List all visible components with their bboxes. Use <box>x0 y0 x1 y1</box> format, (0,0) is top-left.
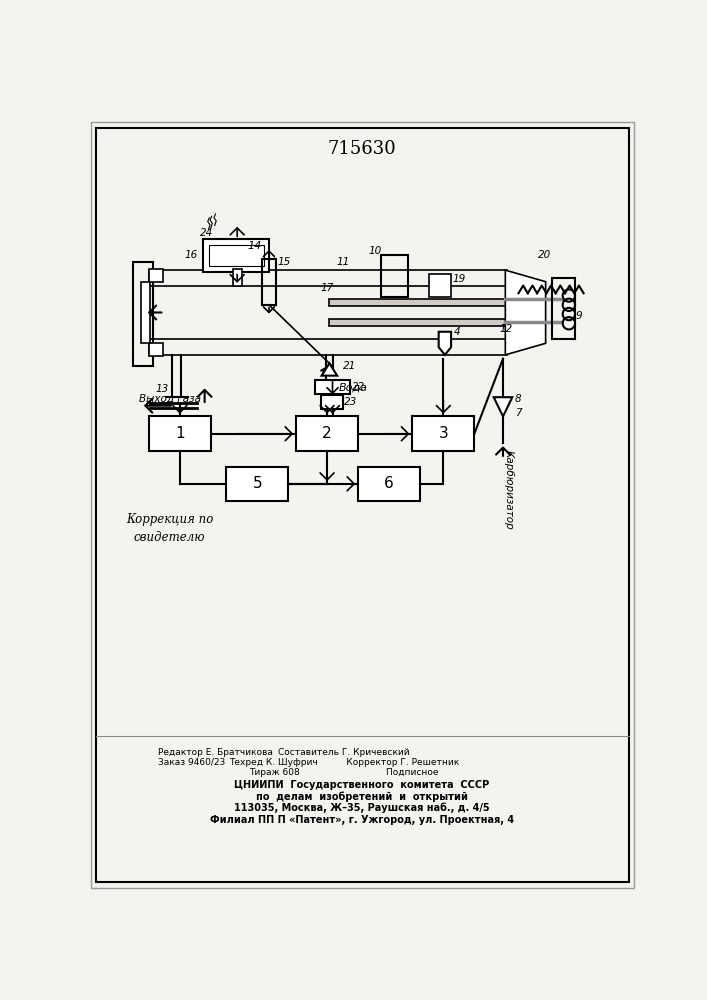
Polygon shape <box>493 397 513 416</box>
Text: 15: 15 <box>277 257 291 267</box>
Text: 24: 24 <box>199 228 213 238</box>
Text: Вода: Вода <box>339 383 368 393</box>
Text: 113035, Москва, Ж–35, Раушская наб., д. 4/5: 113035, Москва, Ж–35, Раушская наб., д. … <box>234 803 490 813</box>
Bar <box>321 395 343 409</box>
Text: 21: 21 <box>343 361 356 371</box>
Text: 10: 10 <box>368 246 381 256</box>
Text: 9: 9 <box>575 311 582 321</box>
Text: 16: 16 <box>185 250 198 260</box>
Text: 4: 4 <box>454 327 461 337</box>
Bar <box>429 274 451 297</box>
Text: 8: 8 <box>515 394 521 404</box>
Text: Заказ 9460/23: Заказ 9460/23 <box>158 758 226 767</box>
Bar <box>296 416 358 451</box>
Bar <box>149 339 507 355</box>
Bar <box>233 269 242 286</box>
Text: Коррекция по
свидетелю: Коррекция по свидетелю <box>126 513 214 544</box>
Text: 5: 5 <box>252 476 262 491</box>
Bar <box>552 278 575 339</box>
Bar <box>149 343 163 356</box>
Text: Составитель Г. Кричевский: Составитель Г. Кричевский <box>279 748 410 757</box>
Bar <box>226 466 288 501</box>
Text: 1: 1 <box>175 426 185 441</box>
Polygon shape <box>506 270 546 355</box>
Bar <box>315 380 351 394</box>
Polygon shape <box>438 332 451 355</box>
Text: 12: 12 <box>499 324 513 334</box>
Text: Филиал ПП П «Патент», г. Ужгород, ул. Проектная, 4: Филиал ПП П «Патент», г. Ужгород, ул. Пр… <box>210 815 514 825</box>
Text: 20: 20 <box>538 250 551 260</box>
Text: 17: 17 <box>321 283 334 293</box>
Text: Карбюризатор: Карбюризатор <box>504 450 514 529</box>
Bar <box>262 259 276 305</box>
Text: 6: 6 <box>384 476 394 491</box>
Text: 14: 14 <box>247 241 262 251</box>
Text: Техред К. Шуфрич          Корректор Г. Решетник: Техред К. Шуфрич Корректор Г. Решетник <box>229 758 460 767</box>
Text: по  делам  изобретений  и  открытий: по делам изобретений и открытий <box>256 791 468 802</box>
Text: Выход газа: Выход газа <box>139 394 201 404</box>
Text: 19: 19 <box>452 274 466 284</box>
Text: Редактор Е. Братчикова: Редактор Е. Братчикова <box>158 748 273 757</box>
Bar <box>381 255 409 297</box>
Bar <box>149 269 163 282</box>
Text: 7: 7 <box>515 408 521 418</box>
Text: 11: 11 <box>337 257 350 267</box>
Bar <box>203 239 269 272</box>
Text: 23: 23 <box>344 397 357 407</box>
Text: ЦНИИПИ  Государственного  комитета  СССР: ЦНИИПИ Государственного комитета СССР <box>234 780 489 790</box>
Bar <box>134 262 153 366</box>
Bar <box>134 212 590 559</box>
Bar <box>149 416 211 451</box>
Bar <box>141 282 151 343</box>
Text: 13: 13 <box>156 384 169 394</box>
Bar <box>412 416 474 451</box>
Bar <box>209 245 264 266</box>
Text: 2: 2 <box>322 426 332 441</box>
Bar <box>149 270 507 286</box>
Bar <box>358 466 420 501</box>
Bar <box>329 299 507 306</box>
Text: 22: 22 <box>352 382 365 392</box>
Text: 715630: 715630 <box>327 140 397 158</box>
Text: 3: 3 <box>438 426 448 441</box>
Polygon shape <box>322 363 337 376</box>
Text: Тираж 608                              Подписное: Тираж 608 Подписное <box>250 768 439 777</box>
Bar <box>329 319 507 326</box>
